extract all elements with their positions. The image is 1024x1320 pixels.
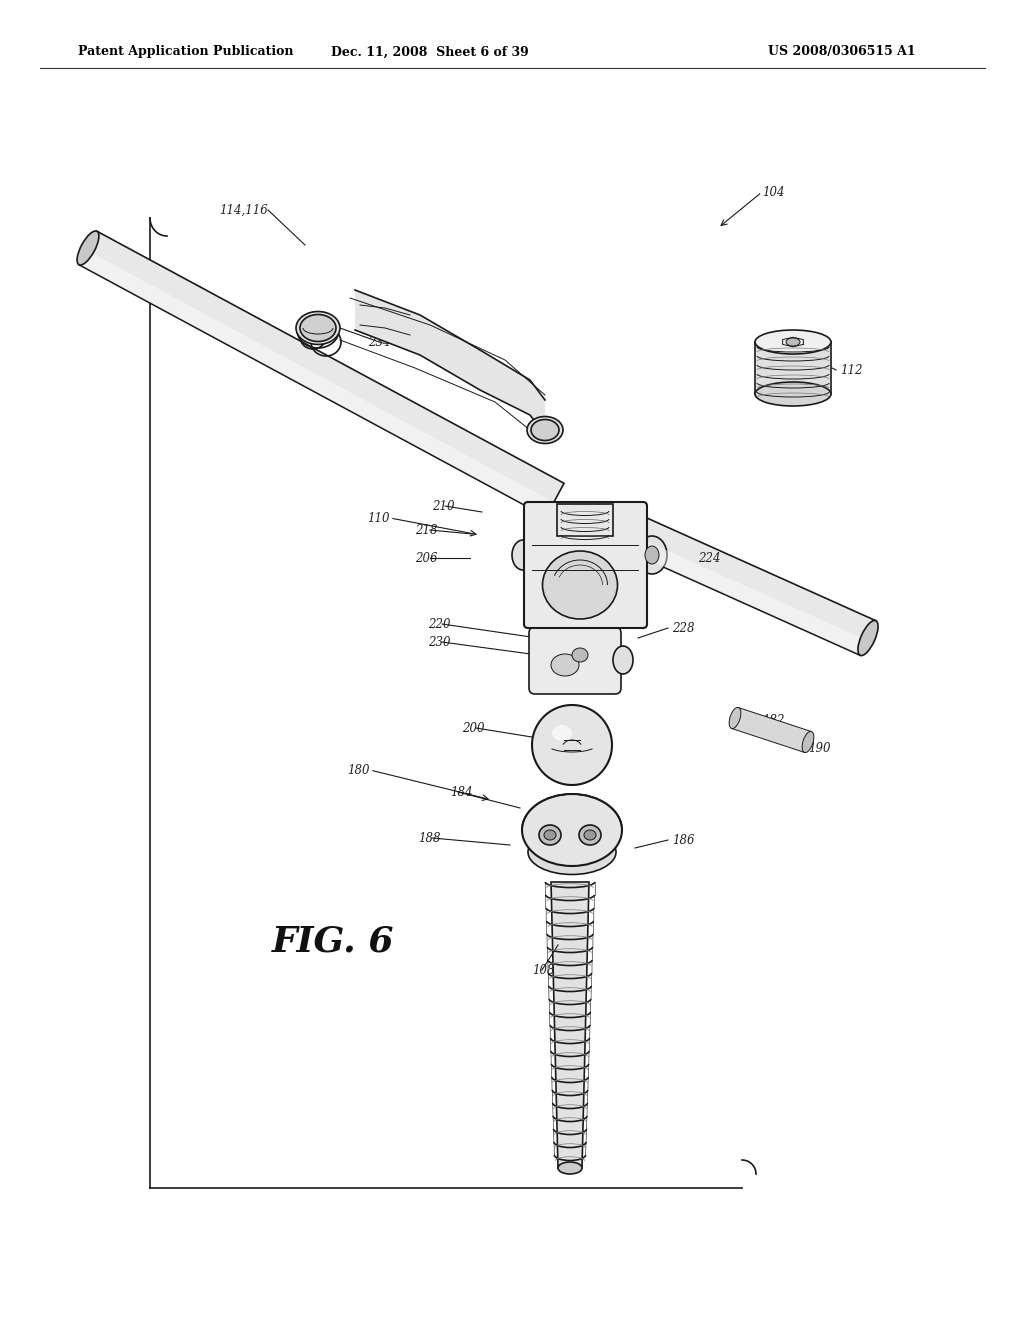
- Text: 112: 112: [840, 363, 862, 376]
- Ellipse shape: [558, 1162, 582, 1173]
- Ellipse shape: [637, 536, 667, 574]
- Text: 114,116: 114,116: [219, 203, 268, 216]
- Text: 108: 108: [532, 964, 555, 977]
- Ellipse shape: [755, 330, 831, 354]
- Text: FIG. 6: FIG. 6: [272, 925, 394, 960]
- Text: 210: 210: [432, 499, 455, 512]
- Polygon shape: [551, 882, 589, 1168]
- Ellipse shape: [551, 653, 579, 676]
- Polygon shape: [79, 231, 564, 516]
- Ellipse shape: [729, 708, 740, 729]
- FancyBboxPatch shape: [529, 627, 621, 694]
- Text: 218: 218: [415, 524, 437, 536]
- Text: 234: 234: [368, 337, 390, 350]
- Ellipse shape: [552, 725, 572, 741]
- Text: 206: 206: [415, 552, 437, 565]
- Text: Dec. 11, 2008  Sheet 6 of 39: Dec. 11, 2008 Sheet 6 of 39: [331, 45, 528, 58]
- Ellipse shape: [527, 417, 563, 444]
- Ellipse shape: [512, 540, 534, 570]
- Text: 200: 200: [462, 722, 484, 734]
- Text: 190: 190: [808, 742, 830, 755]
- Text: 228: 228: [672, 622, 694, 635]
- Text: Patent Application Publication: Patent Application Publication: [78, 45, 294, 58]
- Text: 220: 220: [428, 618, 451, 631]
- Text: 180: 180: [347, 763, 370, 776]
- Ellipse shape: [579, 825, 601, 845]
- Ellipse shape: [786, 338, 800, 346]
- Text: 110: 110: [368, 511, 390, 524]
- Ellipse shape: [544, 830, 556, 840]
- Polygon shape: [755, 342, 831, 393]
- Ellipse shape: [77, 231, 99, 265]
- Text: 230: 230: [428, 635, 451, 648]
- Ellipse shape: [296, 312, 340, 345]
- Polygon shape: [557, 504, 613, 536]
- Polygon shape: [355, 290, 545, 436]
- Ellipse shape: [522, 795, 622, 866]
- Ellipse shape: [539, 825, 561, 845]
- Ellipse shape: [645, 546, 659, 564]
- Ellipse shape: [755, 381, 831, 407]
- Ellipse shape: [532, 705, 612, 785]
- Ellipse shape: [528, 829, 616, 874]
- Text: 186: 186: [672, 833, 694, 846]
- Text: 182: 182: [762, 714, 784, 726]
- FancyBboxPatch shape: [524, 502, 647, 628]
- Text: 224: 224: [698, 552, 721, 565]
- Ellipse shape: [300, 314, 336, 342]
- Text: 104: 104: [762, 186, 784, 198]
- Ellipse shape: [613, 645, 633, 675]
- Ellipse shape: [543, 550, 617, 619]
- Ellipse shape: [802, 731, 814, 752]
- Text: US 2008/0306515 A1: US 2008/0306515 A1: [768, 45, 915, 58]
- Ellipse shape: [858, 620, 878, 656]
- Text: 236: 236: [535, 425, 557, 438]
- Polygon shape: [597, 503, 876, 655]
- Text: 184: 184: [450, 785, 472, 799]
- Polygon shape: [731, 708, 811, 752]
- Text: 188: 188: [418, 832, 440, 845]
- Ellipse shape: [572, 648, 588, 663]
- Ellipse shape: [531, 420, 559, 441]
- Ellipse shape: [584, 830, 596, 840]
